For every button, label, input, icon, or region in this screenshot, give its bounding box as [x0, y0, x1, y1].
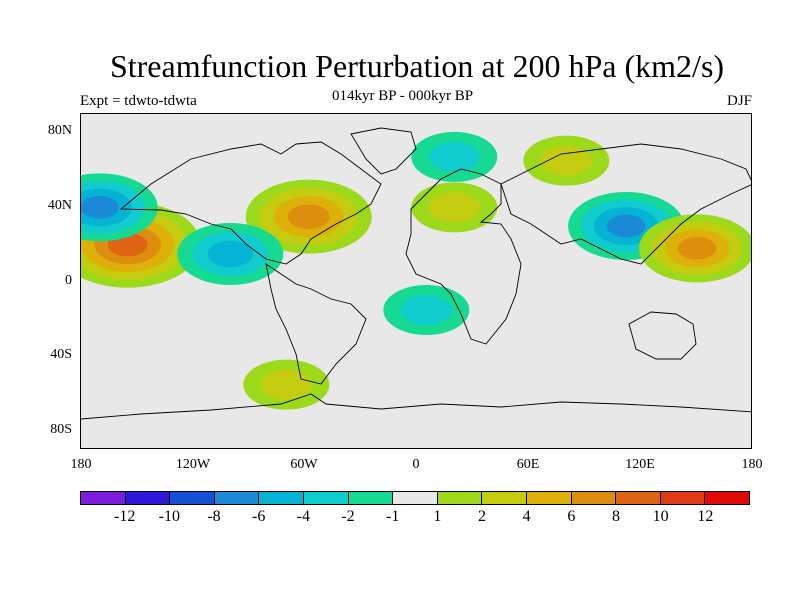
season-label: DJF: [726, 93, 752, 109]
anomaly-contour: [428, 192, 481, 223]
colorbar-label: 6: [567, 508, 576, 525]
colorbar-swatch: [393, 492, 438, 504]
anomaly-contour: [428, 141, 481, 172]
colorbar-swatch: [616, 492, 661, 504]
plot-title: Streamfunction Perturbation at 200 hPa (…: [109, 48, 725, 84]
colorbar-swatch: [348, 492, 394, 504]
lon-label-0: 0: [412, 457, 420, 472]
colorbar-swatch: [571, 492, 617, 504]
experiment-label: Expt = tdwto-tdwta: [80, 93, 197, 109]
colorbar-swatch: [81, 492, 126, 504]
anomaly-contour: [606, 214, 646, 238]
anomaly-contour: [400, 295, 453, 325]
colorbar-label: 2: [478, 508, 486, 525]
colorbar-label: -1: [385, 508, 400, 525]
colorbar-label: 4: [522, 508, 531, 525]
lon-label-60w: 60W: [290, 457, 318, 472]
colorbar-swatch: [482, 492, 527, 504]
colorbar-swatch: [259, 492, 304, 504]
coast-asia: [500, 143, 751, 265]
colorbar-label: 10: [652, 508, 669, 525]
colorbar-swatch: [125, 492, 171, 504]
plot-subtitle: 014kyr BP - 000kyr BP: [332, 88, 474, 104]
coastlines: [81, 127, 751, 420]
lon-label-180w: 180: [70, 457, 92, 472]
coast-north-america: [119, 141, 382, 265]
colorbar-label: -8: [207, 508, 221, 525]
colorbar-label: -10: [158, 508, 180, 525]
colorbar-swatch: [705, 492, 749, 504]
colorbar-label: 8: [612, 508, 620, 525]
coast-antarctica: [81, 393, 751, 420]
coast-greenland: [350, 127, 417, 175]
anomaly-contour: [81, 196, 119, 219]
coast-europe-africa: [405, 168, 522, 345]
colorbar-label: -12: [113, 508, 136, 525]
colorbar-label: 1: [433, 508, 442, 525]
lon-label-120e: 120E: [625, 457, 655, 472]
colorbar-label: -4: [296, 508, 310, 525]
colorbar-swatch: [437, 492, 483, 504]
colorbar-label: -2: [341, 508, 355, 525]
anomaly-layer: [81, 131, 751, 410]
lat-label-40s: 40S: [50, 347, 72, 362]
colorbar-swatch: [303, 492, 349, 504]
lat-label-80n: 80N: [47, 123, 72, 138]
anomaly-contour: [260, 369, 313, 400]
map-panel: [80, 113, 752, 449]
anomaly-contour: [677, 237, 717, 260]
lon-label-60e: 60E: [516, 457, 540, 472]
colorbar-swatch: [526, 492, 572, 504]
colorbar: [80, 491, 750, 505]
coast-australia: [628, 311, 697, 360]
lon-label-120w: 120W: [175, 457, 211, 472]
colorbar-swatch: [170, 492, 215, 504]
lat-label-0: 0: [65, 273, 72, 288]
colorbar-swatch: [660, 492, 706, 504]
colorbar-swatch: [214, 492, 260, 504]
anomaly-contour: [287, 204, 330, 229]
lat-label-80s: 80S: [50, 422, 72, 437]
colorbar-label: 12: [697, 508, 714, 525]
colorbar-label: -6: [251, 508, 266, 525]
map-background: [81, 114, 751, 448]
anomaly-contour: [540, 145, 593, 176]
lat-label-40n: 40N: [47, 198, 72, 213]
lon-label-180e: 180: [741, 457, 763, 472]
coast-south-america: [265, 263, 367, 385]
anomaly-contour: [207, 240, 254, 268]
contour-map: [81, 114, 751, 448]
